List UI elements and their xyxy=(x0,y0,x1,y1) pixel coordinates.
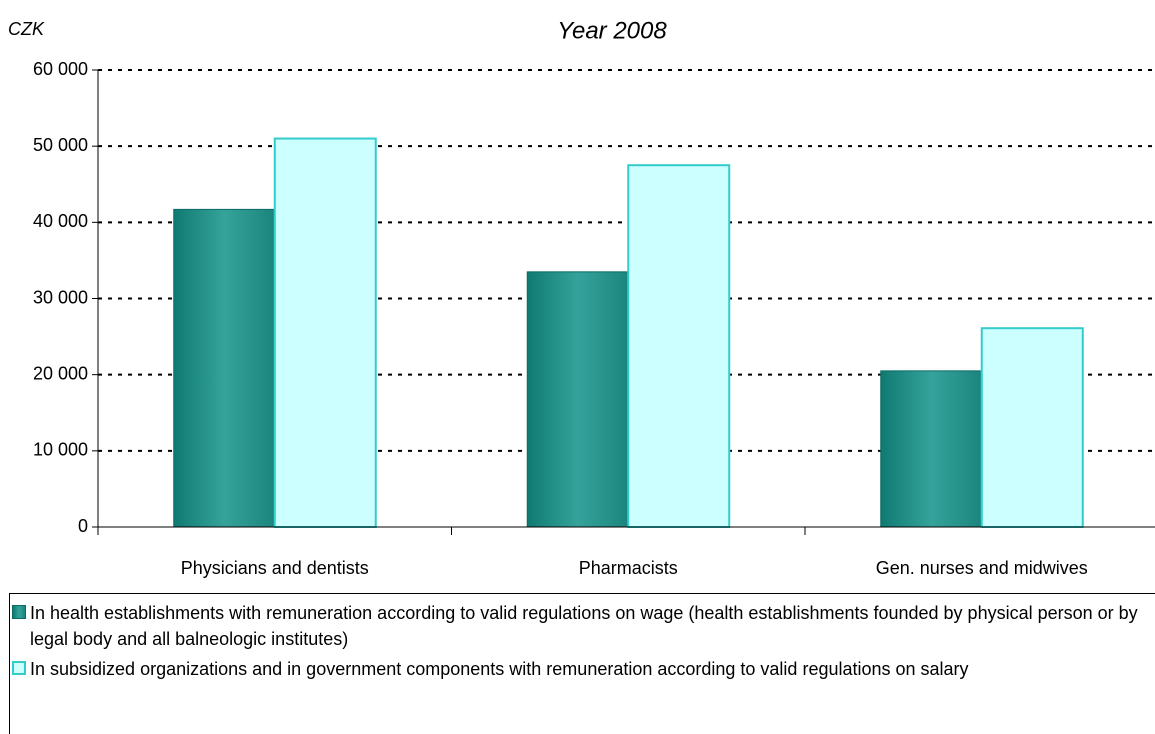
legend-item: In subsidized organizations and in gover… xyxy=(12,656,1155,682)
bar xyxy=(526,271,629,528)
y-axis-label: CZK xyxy=(8,19,45,39)
chart-title: Year 2008 xyxy=(557,17,667,44)
bar xyxy=(273,137,377,529)
bar xyxy=(627,164,731,528)
y-tick-label: 40 000 xyxy=(33,211,88,231)
bar xyxy=(880,370,983,528)
legend-swatch xyxy=(12,605,26,619)
x-tick-label: Pharmacists xyxy=(579,558,678,578)
y-tick-label: 20 000 xyxy=(33,363,88,383)
x-tick-label: Physicians and dentists xyxy=(181,558,369,578)
y-tick-label: 50 000 xyxy=(33,135,88,155)
y-tick-label: 10 000 xyxy=(33,440,88,460)
legend: In health establishments with remunerati… xyxy=(9,593,1155,734)
x-tick-label: Gen. nurses and midwives xyxy=(876,558,1088,578)
y-tick-label: 60 000 xyxy=(33,59,88,79)
legend-label: In subsidized organizations and in gover… xyxy=(30,659,969,679)
y-tick-label: 30 000 xyxy=(33,287,88,307)
legend-swatch xyxy=(12,661,26,675)
legend-item: In health establishments with remunerati… xyxy=(12,600,1155,652)
legend-label: In health establishments with remunerati… xyxy=(30,603,1138,649)
y-tick-label: 0 xyxy=(78,516,88,536)
bar xyxy=(173,208,276,528)
chart: CZK Year 2008 0 10 000 20 000 30 000 40 000 5… xyxy=(8,17,1155,578)
bar xyxy=(980,327,1084,528)
